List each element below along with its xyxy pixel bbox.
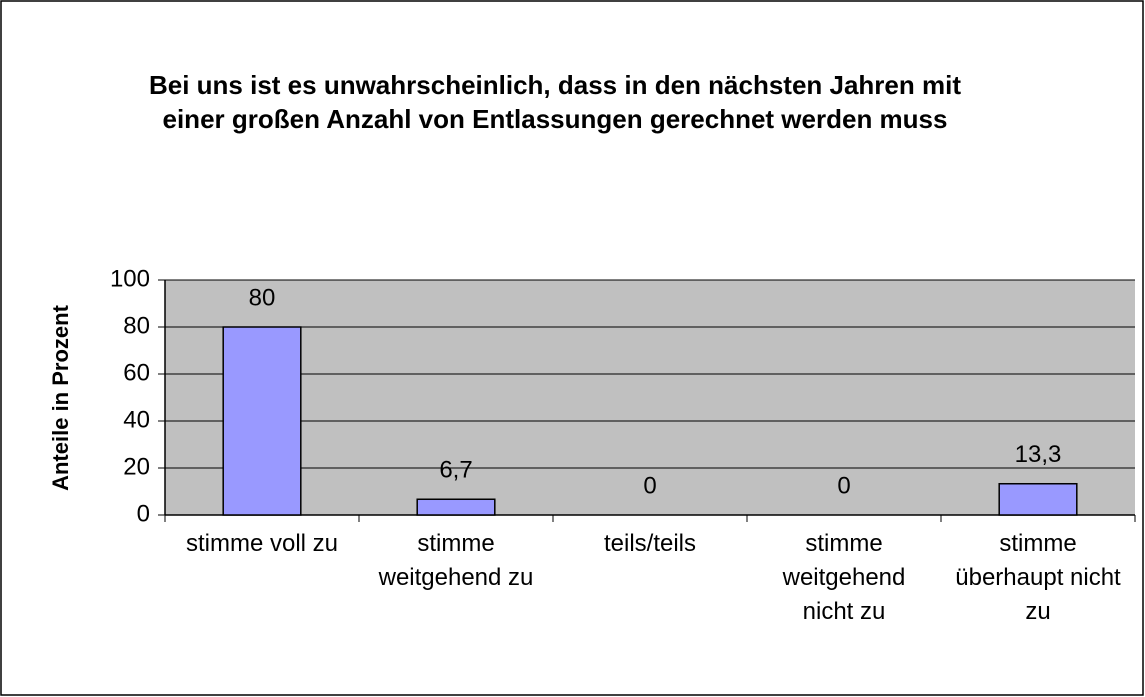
- bar: [416, 498, 496, 516]
- y-tick-label: 0: [137, 500, 150, 527]
- y-axis-label: Anteile in Prozent: [48, 304, 73, 490]
- chart-title: Bei uns ist es unwahrscheinlich, dass in…: [148, 70, 961, 134]
- y-tick-label: 20: [123, 453, 150, 480]
- x-tick-label: stimme überhaupt nicht zu: [955, 530, 1121, 625]
- bar: [998, 482, 1078, 516]
- y-tick-label: 60: [123, 359, 150, 386]
- y-tick-label: 100: [110, 265, 150, 292]
- bar: [222, 326, 302, 516]
- value-label: 0: [837, 472, 850, 499]
- value-label: 13,3: [1015, 441, 1062, 468]
- x-tick-label: teils/teils: [603, 530, 697, 557]
- y-tick-label: 80: [123, 312, 150, 339]
- plot-area: [165, 280, 1135, 515]
- x-tick-label: stimme voll zu: [185, 530, 339, 557]
- value-label: 0: [643, 472, 656, 499]
- value-label: 80: [249, 284, 276, 311]
- value-label: 6,7: [439, 457, 472, 484]
- x-tick-label: stimme weitgehend nicht zu: [782, 530, 906, 625]
- x-tick-label: stimme weitgehend zu: [378, 530, 534, 591]
- y-tick-label: 40: [123, 406, 150, 433]
